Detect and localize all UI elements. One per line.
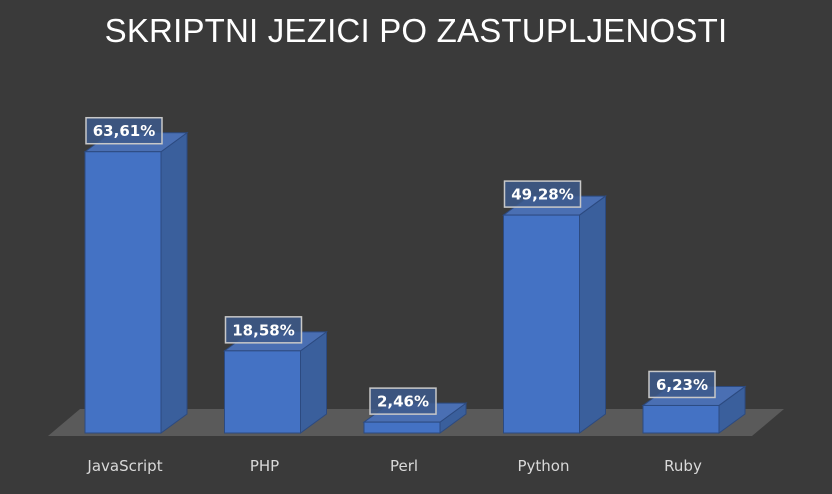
data-label-javascript: 63,61% (85, 116, 163, 145)
data-label-text: 6,23% (656, 376, 708, 394)
data-label-text: 49,28% (511, 186, 573, 204)
data-label-box (85, 116, 163, 145)
data-label-python: 49,28% (503, 180, 582, 208)
data-label-text: 63,61% (93, 122, 155, 140)
data-label-box (648, 370, 716, 399)
x-tick-label: PHP (250, 457, 279, 475)
bar-python (501, 195, 608, 434)
bar-front-face (224, 350, 301, 434)
data-label-perl: 2,46% (369, 387, 437, 415)
data-label-text: 2,46% (377, 393, 429, 411)
data-label-ruby: 6,23% (648, 370, 716, 399)
bar-side-face (160, 131, 188, 434)
bar-php (222, 330, 329, 434)
bar-front-face (503, 214, 580, 434)
x-tick-label: JavaScript (86, 457, 162, 475)
data-label-box (369, 387, 437, 415)
bar-javascript (83, 131, 189, 434)
data-label-text: 18,58% (232, 321, 294, 339)
data-label-php: 18,58% (224, 316, 303, 344)
bar-front-face (84, 151, 162, 434)
data-label-box (224, 316, 303, 344)
chart-title: SKRIPTNI JEZICI PO ZASTUPLJENOSTI (104, 12, 728, 49)
x-tick-label: Python (518, 457, 570, 475)
x-tick-label: Ruby (664, 457, 702, 475)
data-label-box (503, 180, 582, 208)
bar-front-face (363, 421, 441, 434)
bar-front-face (642, 404, 720, 434)
x-tick-label: Perl (390, 457, 418, 475)
bar-side-face (579, 195, 606, 434)
